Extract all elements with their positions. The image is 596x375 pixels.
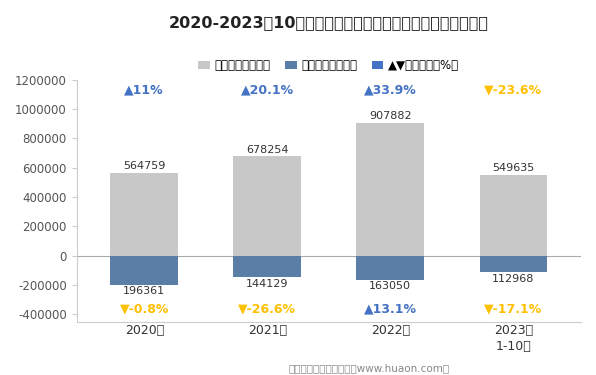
Text: ▼-17.1%: ▼-17.1% [484, 302, 542, 315]
Bar [234, 256, 301, 277]
Text: ▲11%: ▲11% [125, 83, 164, 96]
Text: ▲20.1%: ▲20.1% [241, 83, 294, 96]
Text: 678254: 678254 [246, 144, 288, 154]
Text: ▲13.1%: ▲13.1% [364, 302, 417, 315]
Title: 2020-2023年10月吉安市商品收发货人所在地进、出口额统计: 2020-2023年10月吉安市商品收发货人所在地进、出口额统计 [169, 15, 489, 30]
Text: 163050: 163050 [370, 281, 411, 291]
Bar [356, 256, 424, 280]
Text: ▼-26.6%: ▼-26.6% [238, 302, 296, 315]
Text: ▼-0.8%: ▼-0.8% [120, 302, 169, 315]
Bar [480, 175, 547, 256]
Text: 564759: 564759 [123, 161, 166, 171]
Bar [110, 173, 178, 256]
Bar [356, 123, 424, 256]
Bar [234, 156, 301, 256]
Text: 制图：华经产业研究院（www.huaon.com）: 制图：华经产业研究院（www.huaon.com） [289, 363, 450, 373]
Bar [480, 256, 547, 272]
Text: ▲33.9%: ▲33.9% [364, 83, 417, 96]
Text: 196361: 196361 [123, 286, 165, 296]
Text: ▼-23.6%: ▼-23.6% [485, 83, 542, 96]
Text: 144129: 144129 [246, 279, 288, 289]
Bar [110, 256, 178, 285]
Text: 907882: 907882 [369, 111, 412, 121]
Text: 112968: 112968 [492, 274, 535, 284]
Text: 549635: 549635 [492, 164, 535, 173]
Legend: 出口额（万美元）, 进口额（万美元）, ▲▼同比增长（%）: 出口额（万美元）, 进口额（万美元）, ▲▼同比增长（%） [194, 54, 464, 76]
